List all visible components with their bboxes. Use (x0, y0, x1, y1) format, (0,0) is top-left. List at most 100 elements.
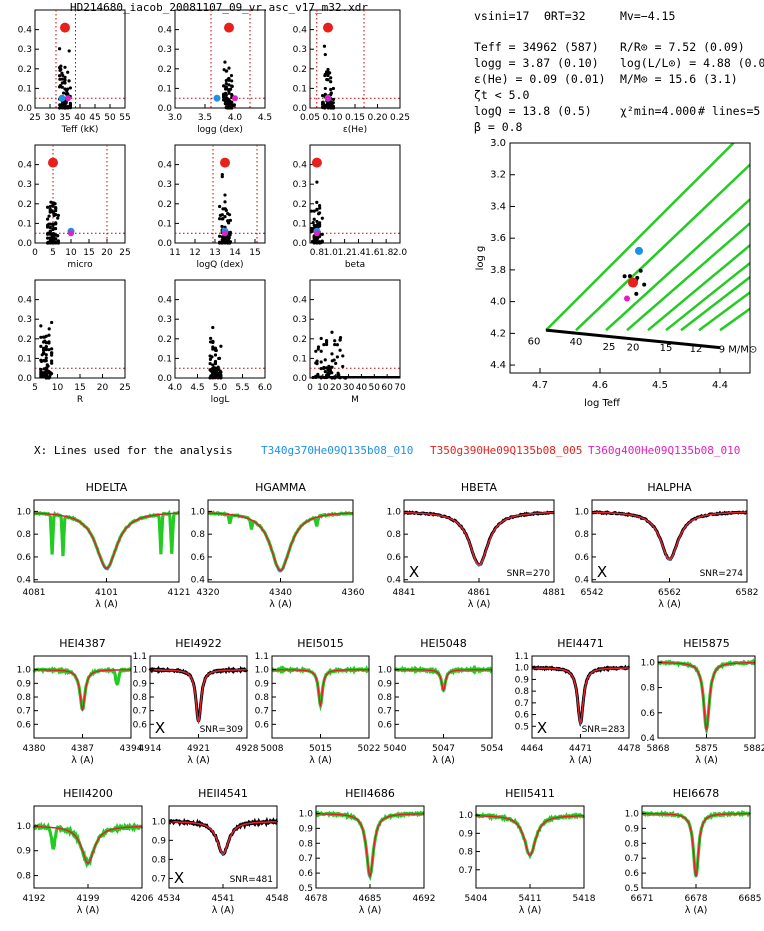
x-tick-label: 5 (32, 383, 38, 393)
model-3-point (624, 295, 630, 302)
y-tick-label: 0.4 (18, 161, 33, 171)
x-tick-label: 10 (52, 383, 64, 393)
x-tick-label: 6671 (631, 894, 654, 904)
legend-prefix: X: Lines used for the analysis (34, 444, 233, 457)
model-point (213, 353, 218, 357)
x-tick-label: 6542 (581, 588, 604, 598)
mass-label: 15 (660, 343, 673, 354)
model-point (638, 268, 643, 273)
model-point (320, 216, 324, 220)
model-1-profile (404, 511, 554, 567)
y-tick-label: 1.0 (459, 811, 474, 821)
model-2-profile (34, 669, 131, 711)
model-2-profile (169, 821, 277, 855)
model-point (226, 236, 230, 240)
model-point (46, 241, 50, 245)
x-tick-label: 5875 (695, 744, 718, 754)
x-tick-label: 55 (119, 113, 130, 123)
observed-spectrum (403, 510, 555, 567)
model-point (232, 103, 236, 107)
y-tick-label: 0.5 (299, 884, 313, 894)
model-point (60, 77, 64, 81)
model-point (63, 104, 67, 108)
model-point (208, 354, 212, 358)
model-point (327, 101, 331, 105)
y-tick-label: 0.2 (18, 335, 32, 345)
y-tick-label: 0.6 (255, 720, 270, 730)
model-point (328, 369, 333, 374)
x-tick-label: 40 (74, 113, 86, 123)
y-tick-label: 0.4 (17, 576, 32, 586)
model-point (208, 340, 213, 344)
param-logg: logg = 3.87 (0.10) (474, 56, 599, 70)
model-point (211, 363, 215, 367)
used-line-marker: X (155, 719, 165, 737)
model-point (318, 221, 322, 225)
y-tick-label: 0.4 (158, 296, 173, 306)
x-tick-label: 0.15 (345, 113, 365, 123)
figure-title: HD214680_iacob_20081107_09_vr.asc_v17_m3… (70, 1, 369, 14)
panel-hrd: 4.7 4.6 4.5 4.4 3.0 3.2 3.4 3.6 3.8 4.0 4.2 4.4 log … (475, 138, 757, 409)
x-tick-label: 15 (249, 248, 260, 258)
y-tick-label: 0.3 (18, 315, 32, 325)
model-point (59, 67, 63, 72)
line-title: HEI5048 (420, 637, 466, 650)
y-tick-label: 0.1 (18, 354, 32, 364)
y-tick-label: 0.6 (133, 720, 148, 730)
model-point (220, 224, 224, 229)
model-point (51, 231, 56, 236)
model-point (223, 193, 227, 197)
x-tick-label: 4861 (468, 588, 491, 598)
model-point (58, 106, 62, 110)
model-point (622, 274, 627, 279)
observed-spectrum (32, 666, 132, 712)
x-tick-label: 5008 (261, 744, 284, 754)
x-tick-label: 25 (119, 248, 130, 258)
x-tick-label: 25 (29, 113, 40, 123)
x-tick-label: 4928 (236, 744, 259, 754)
y-tick-label: 0.7 (459, 866, 473, 876)
x-tick-label: 4380 (23, 744, 46, 754)
model-point (221, 217, 225, 221)
legend-model-1: T340g370He09Q135b08_010 (261, 444, 414, 457)
y-tick-label: 1.0 (387, 507, 402, 517)
x-tick-label: 4101 (95, 588, 118, 598)
line-title: HDELTA (86, 481, 128, 494)
y-tick-label: 0.4 (191, 576, 206, 586)
x-tick-label: 5015 (309, 744, 332, 754)
panel-hgamma: HGAMMA 4320 4340 4360 0.4 0.6 0.8 1.0 λ (A) (191, 481, 365, 610)
y-tick-label: 0.7 (133, 707, 147, 717)
panel-teff: 25 30 35 40 45 50 55 0.0 0.1 0.2 0.3 0.4 Teff (kK) (18, 9, 131, 135)
model-point (218, 234, 222, 238)
y-tick-label: 0.8 (378, 693, 393, 703)
x-tick-label: 5882 (744, 744, 764, 754)
model-point (335, 343, 339, 347)
y-tick-label: 0.8 (133, 693, 148, 703)
model-point (68, 103, 72, 107)
snr-label: SNR=270 (507, 569, 551, 579)
x-axis-label: λ (A) (187, 755, 210, 766)
x-tick-label: 4914 (139, 744, 162, 754)
panel-hei4471: HEI4471 4464 4471 4478 0.50.6 0.7 0.8 0.91.0 1.1… (515, 637, 641, 766)
model-point (54, 221, 58, 225)
model-point (51, 210, 55, 214)
x-tick-label: 1.6 (365, 248, 380, 258)
x-tick-label: 4.0 (228, 113, 243, 123)
x-tick-label: 4921 (187, 744, 210, 754)
model-point (50, 361, 54, 365)
y-tick-label: 0.4 (158, 161, 173, 171)
model-point (46, 236, 50, 240)
snr-label: SNR=309 (200, 725, 244, 735)
observed-spectrum (641, 809, 752, 877)
panel-frame (309, 144, 401, 244)
y-tick-label: 1.0 (515, 664, 530, 674)
model-point (44, 372, 48, 376)
model-point (209, 336, 213, 340)
panel-frame (34, 144, 126, 244)
x-tick-label: 0.10 (322, 113, 342, 123)
model-point (314, 374, 318, 378)
model-point (218, 204, 222, 209)
model-point (315, 208, 319, 212)
y-tick-label: 0.9 (17, 847, 32, 857)
x-tick-label: 2.0 (393, 248, 408, 258)
